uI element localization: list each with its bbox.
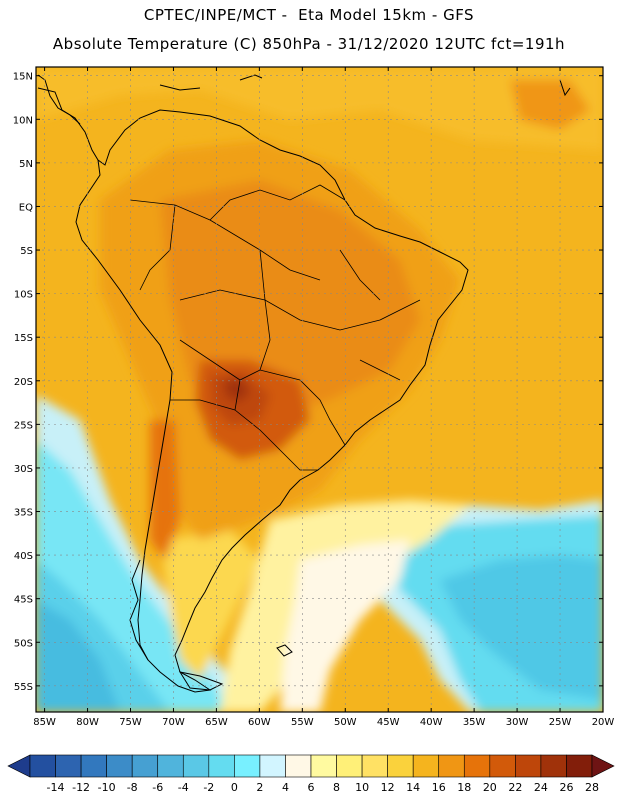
colorbar-label: 8	[333, 781, 340, 794]
colorbar-swatch	[387, 754, 414, 778]
colorbar-arrow-high	[591, 754, 615, 778]
lon-label: 65W	[205, 717, 228, 728]
colorbar-swatch	[55, 754, 82, 778]
colorbar-label: 20	[483, 781, 497, 794]
colorbar-swatch	[540, 754, 567, 778]
colorbar-swatch	[361, 754, 388, 778]
colorbar-swatch	[566, 754, 593, 778]
lon-label: 60W	[248, 717, 271, 728]
colorbar-swatch	[182, 754, 210, 778]
lat-label: 30S	[14, 464, 33, 475]
colorbar-label: 10	[355, 781, 369, 794]
lon-label: 20W	[592, 717, 615, 728]
chart-title-line2: Absolute Temperature (C) 850hPa - 31/12/…	[52, 35, 566, 53]
country-borders	[129, 184, 421, 471]
lon-label: 40W	[420, 717, 443, 728]
lon-label: 85W	[33, 717, 56, 728]
colorbar-swatch	[234, 754, 261, 778]
colorbar-swatch	[259, 754, 286, 778]
lat-label: 5S	[20, 246, 33, 257]
lat-label: EQ	[19, 202, 33, 213]
lat-label: 10N	[13, 115, 33, 126]
colorbar-label: 22	[508, 781, 522, 794]
colorbar-swatch	[157, 754, 184, 778]
colorbar-label: 26	[559, 781, 573, 794]
lat-label: 50S	[14, 638, 33, 649]
lon-label: 35W	[463, 717, 486, 728]
lat-label: 25S	[14, 420, 33, 431]
lon-label: 30W	[506, 717, 529, 728]
colorbar-swatch	[29, 754, 56, 778]
map-frame	[35, 66, 604, 713]
colorbar-label: -6	[152, 781, 163, 794]
colorbar-label: 4	[282, 781, 289, 794]
lon-label: 25W	[549, 717, 572, 728]
longitude-labels: 85W 80W 75W 70W 65W 60W 55W 50W 45W 40W 35W 30W 25W 2…	[33, 717, 614, 728]
colorbar-label: -12	[72, 781, 90, 794]
coastline	[37, 74, 571, 693]
colorbar-arrow-low	[7, 754, 31, 778]
lon-label: 75W	[119, 717, 142, 728]
colorbar-label: -4	[178, 781, 189, 794]
colorbar-label: -2	[203, 781, 214, 794]
colorbar-label: 2	[256, 781, 263, 794]
colorbar-swatch	[489, 754, 516, 778]
lat-label: 15S	[14, 333, 33, 344]
colorbar-swatch	[80, 754, 107, 778]
lat-label: 20S	[14, 377, 33, 388]
lat-label: 5N	[19, 159, 33, 170]
colorbar-swatch	[463, 754, 491, 778]
lon-label: 80W	[76, 717, 99, 728]
colorbar-swatch	[336, 754, 363, 778]
colorbar-label: 18	[457, 781, 471, 794]
lon-label: 55W	[291, 717, 314, 728]
colorbar-label: 6	[308, 781, 315, 794]
lon-label: 50W	[334, 717, 357, 728]
colorbar-swatch	[131, 754, 159, 778]
chart-title-line1: CPTEC/INPE/MCT - Eta Model 15km - GFS	[143, 6, 475, 24]
colorbar-swatch	[412, 754, 440, 778]
latitude-labels: 15N 10N 5N EQ 5S 10S 15S 20S 25S 30S 35S 40S 45S 50S 5…	[13, 72, 33, 693]
lon-label: 70W	[162, 717, 185, 728]
colorbar-label: -8	[127, 781, 138, 794]
colorbar-swatch	[310, 754, 337, 778]
lat-label: 35S	[14, 508, 33, 519]
colorbar-swatch	[208, 754, 235, 778]
colorbar-swatch	[438, 754, 465, 778]
colorbar-label: 24	[534, 781, 548, 794]
lat-label: 40S	[14, 551, 33, 562]
colorbar-label: -10	[98, 781, 116, 794]
colorbar-label: 12	[381, 781, 395, 794]
temperature-field	[36, 67, 603, 712]
colorbar-swatch	[106, 754, 133, 778]
axis-ticks	[36, 67, 604, 712]
colorbar-label: 14	[406, 781, 420, 794]
colorbar-label: 0	[231, 781, 238, 794]
lat-label: 10S	[14, 290, 33, 301]
lon-label: 45W	[377, 717, 400, 728]
colorbar-label: 16	[432, 781, 446, 794]
colorbar-label: -14	[47, 781, 65, 794]
lat-label: 55S	[14, 682, 33, 693]
colorbar	[7, 754, 615, 778]
colorbar-swatch	[285, 754, 312, 778]
colorbar-labels: -14 -12 -10 -8 -6 -4 -2 0 2 4 6 8 10 12 14 16 18 20 22 24 26…	[47, 781, 599, 794]
grid-lines	[36, 67, 603, 712]
lat-label: 15N	[13, 72, 33, 83]
lat-label: 45S	[14, 595, 33, 606]
colorbar-swatch	[515, 754, 542, 778]
colorbar-label: 28	[585, 781, 599, 794]
